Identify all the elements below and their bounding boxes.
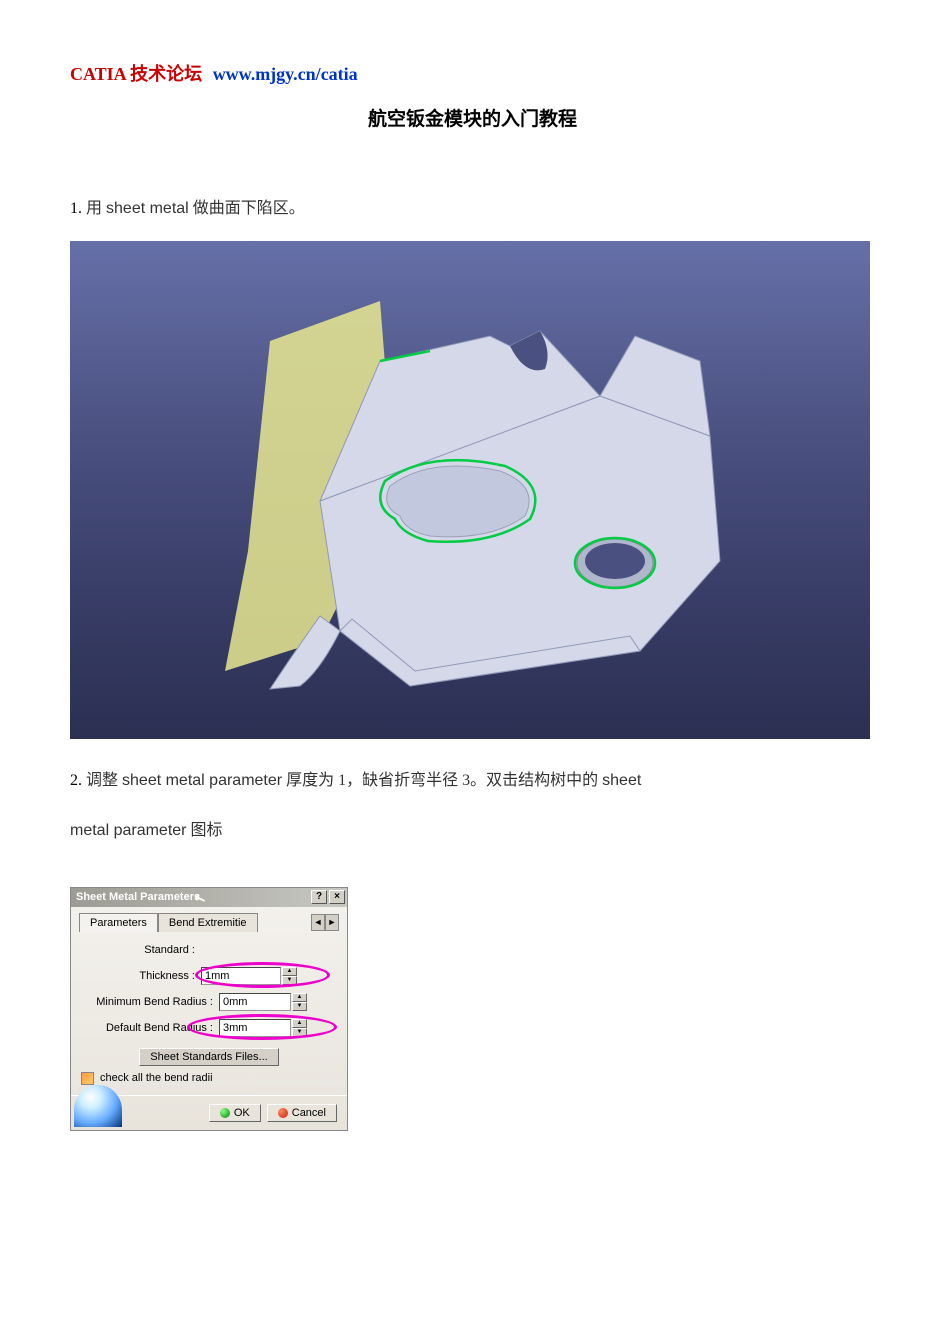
default-bend-spinner[interactable]: ▲ ▼ [292,1019,307,1037]
spinner-up-icon[interactable]: ▲ [282,967,297,976]
url-text: www.mjgy.cn/catia [213,64,358,84]
part-bead [387,466,529,537]
tab-next-button[interactable]: ► [325,914,339,931]
thickness-input[interactable] [201,967,281,985]
help-button[interactable]: ? [311,890,327,904]
close-button[interactable]: × [329,890,345,904]
figure-3d-viewport [70,241,870,739]
min-bend-row: Minimum Bend Radius : ▲ ▼ [79,992,339,1012]
ok-dot-icon [220,1108,230,1118]
step-2-text: 2. 调整 sheet metal parameter 厚度为 1，缺省折弯半径… [70,763,875,798]
step-number: 1. [70,200,82,217]
spinner-down-icon[interactable]: ▼ [292,1002,307,1011]
thickness-row: Thickness : ▲ ▼ [79,966,339,986]
cursor-icon: ↖ [191,888,208,908]
thickness-label: Thickness : [79,970,201,982]
standard-label: Standard : [79,944,201,956]
titlebar-buttons: ? × [311,890,345,904]
ok-button[interactable]: OK [209,1104,261,1122]
check-all-radii-checkbox[interactable] [81,1072,94,1085]
checkbox-label: check all the bend radii [100,1072,213,1084]
dialog-title: Sheet Metal Parameters [76,891,200,903]
spinner-up-icon[interactable]: ▲ [292,993,307,1002]
step-1-text: 1. 用 sheet metal 做曲面下陷区。 [70,191,875,226]
cancel-dot-icon [278,1108,288,1118]
default-bend-row: Default Bend Radius : ▲ ▼ [79,1018,339,1038]
min-bend-input[interactable] [219,993,291,1011]
step-2-text-line2: metal parameter 图标 [70,813,875,848]
std-files-row: Sheet Standards Files... [79,1044,339,1070]
spinner-up-icon[interactable]: ▲ [292,1019,307,1028]
cancel-button[interactable]: Cancel [267,1104,337,1122]
sheet-metal-parameters-dialog: Sheet Metal Parameters ↖ ? × Parameters … [70,887,348,1131]
page-header: CATIA 技术论坛 www.mjgy.cn/catia [70,60,875,86]
min-bend-label: Minimum Bend Radius : [79,996,219,1008]
sheet-metal-part-render [70,241,870,739]
thickness-spinner[interactable]: ▲ ▼ [282,967,297,985]
default-bend-input[interactable] [219,1019,291,1037]
dialog-titlebar[interactable]: Sheet Metal Parameters ↖ ? × [71,888,347,907]
sheet-standards-files-button[interactable]: Sheet Standards Files... [139,1048,278,1066]
part-hole-inner [585,543,645,579]
default-bend-label: Default Bend Radius : [79,1022,219,1034]
tab-prev-button[interactable]: ◄ [311,914,325,931]
spinner-down-icon[interactable]: ▼ [292,1028,307,1037]
tab-nav: ◄ ► [311,914,339,931]
tab-bend-extremities[interactable]: Bend Extremitie [158,913,258,932]
standard-row: Standard : [79,940,339,960]
document-title: 航空钣金模块的入门教程 [70,104,875,131]
tab-parameters[interactable]: Parameters [79,913,158,932]
min-bend-spinner[interactable]: ▲ ▼ [292,993,307,1011]
spinner-down-icon[interactable]: ▼ [282,976,297,985]
check-bend-radii-row: check all the bend radii [79,1072,339,1085]
tab-strip: Parameters Bend Extremitie ◄ ► [79,913,339,932]
brand-text: CATIA 技术论坛 [70,64,202,84]
step-number: 2. [70,772,82,789]
